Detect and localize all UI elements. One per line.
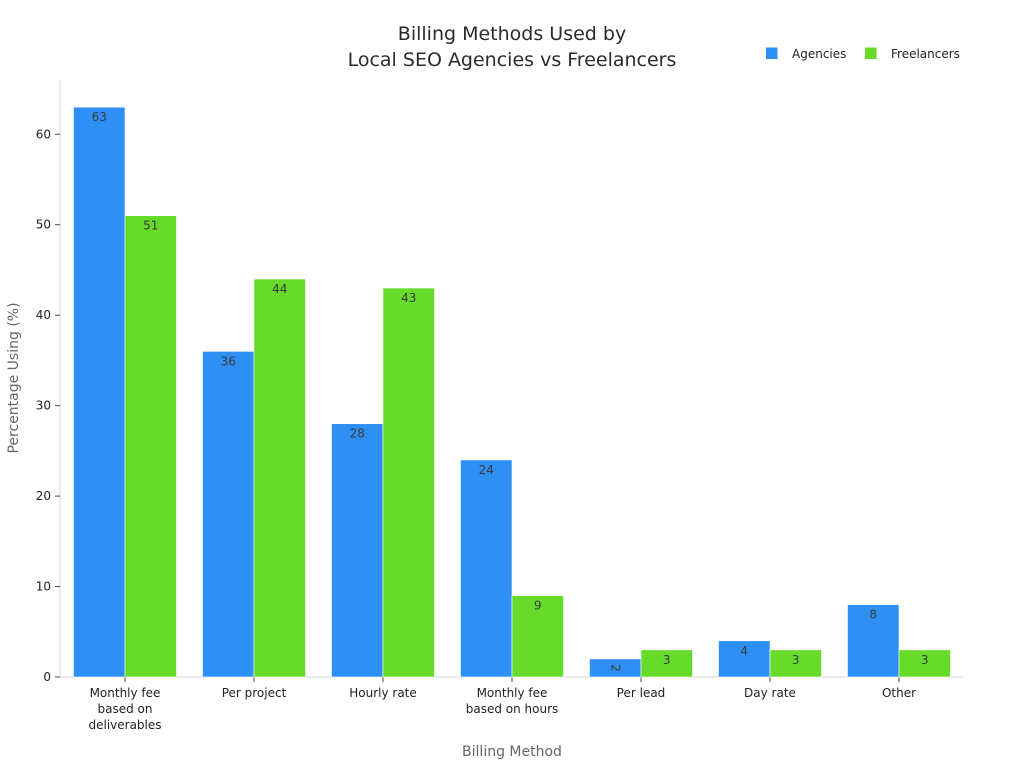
- chart-title-line: Local SEO Agencies vs Freelancers: [348, 49, 677, 71]
- y-tick-label: 50: [36, 218, 51, 232]
- bar-agencies-6: [847, 604, 900, 678]
- x-axis-title: Billing Method: [462, 744, 562, 760]
- data-label: 3: [792, 653, 800, 667]
- x-tick-label: Per project: [222, 686, 287, 700]
- data-label: 44: [272, 282, 287, 296]
- x-tick-label: Hourly rate: [349, 686, 417, 700]
- data-label: 43: [401, 291, 416, 305]
- data-label: 24: [479, 463, 494, 477]
- bar-freelancers-5: [769, 649, 822, 678]
- bar-freelancers-1: [253, 278, 306, 678]
- bar-freelancers-3: [511, 595, 564, 678]
- data-label: 28: [350, 427, 365, 441]
- chart-legend: Agencies Freelancers: [766, 47, 960, 61]
- x-tick-label: Per lead: [617, 686, 666, 700]
- data-label: 3: [663, 653, 671, 667]
- bar-freelancers-4: [640, 649, 693, 678]
- data-label: 9: [534, 599, 542, 613]
- chart-title: Billing Methods Used by Local SEO Agencie…: [348, 23, 677, 71]
- bar-freelancers-2: [382, 287, 435, 678]
- bar-agencies-2: [331, 423, 384, 678]
- bar-agencies-0: [73, 106, 126, 678]
- chart-bars: [73, 106, 951, 678]
- y-axis-title: Percentage Using (%): [6, 302, 22, 453]
- x-tick-label: based on hours: [466, 702, 559, 716]
- bar-freelancers-0: [124, 215, 177, 678]
- x-tick-label: based on: [98, 702, 153, 716]
- data-label: 51: [143, 219, 158, 233]
- y-tick-label: 10: [36, 580, 51, 594]
- x-tick-label: Monthly fee: [90, 686, 161, 700]
- data-label: 63: [92, 110, 107, 124]
- legend-swatch-freelancers: [865, 47, 877, 59]
- legend-label-agencies: Agencies: [792, 47, 846, 61]
- x-tick-label: Day rate: [744, 686, 796, 700]
- y-tick-label: 20: [36, 489, 51, 503]
- legend-label-freelancers: Freelancers: [891, 47, 960, 61]
- chart-axes: 0 10 20 30 40 50 60 Monthly fee based on delivera…: [36, 80, 963, 732]
- data-label: 3: [921, 653, 929, 667]
- y-tick-label: 30: [36, 399, 51, 413]
- data-label: 36: [221, 354, 236, 368]
- x-tick-label: Other: [882, 686, 916, 700]
- bar-freelancers-6: [898, 649, 951, 678]
- data-label: 2: [608, 664, 622, 672]
- y-tick-label: 40: [36, 308, 51, 322]
- data-label: 4: [740, 644, 748, 658]
- y-tick-label: 60: [36, 127, 51, 141]
- x-tick-label: Monthly fee: [477, 686, 548, 700]
- bar-agencies-3: [460, 459, 513, 678]
- legend-swatch-agencies: [766, 47, 778, 59]
- x-tick-label: deliverables: [88, 718, 161, 732]
- chart-title-line: Billing Methods Used by: [398, 23, 626, 45]
- bar-agencies-1: [202, 351, 255, 678]
- data-label: 8: [869, 608, 877, 622]
- y-tick-label: 0: [43, 670, 51, 684]
